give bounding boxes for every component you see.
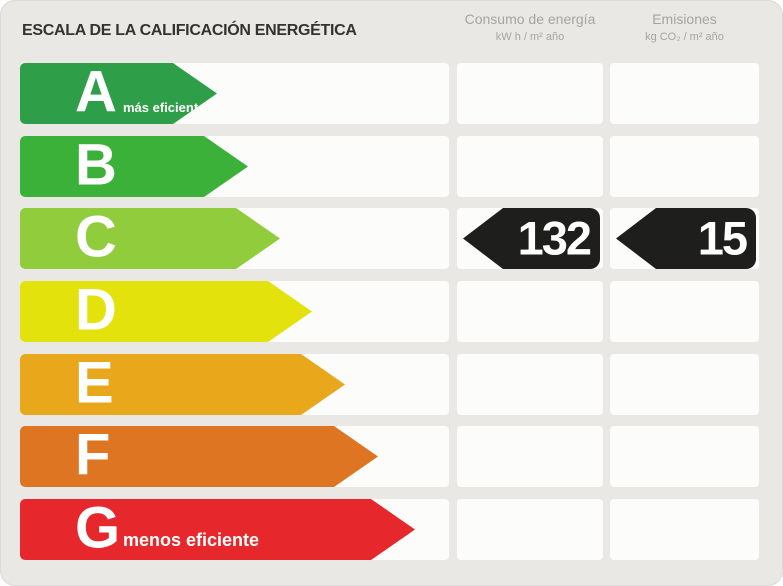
rating-letter-c: C — [75, 203, 117, 269]
rating-letter-a: A — [75, 58, 117, 124]
rating-arrow-b: B — [20, 136, 248, 197]
rating-letter-g: G — [75, 494, 121, 560]
rating-row-d: D — [20, 281, 759, 342]
rating-arrow-e: E — [20, 354, 345, 415]
emissions-cell — [610, 426, 759, 487]
rating-row-e: E — [20, 354, 759, 415]
rating-arrow-a: A más eficiente — [20, 63, 217, 124]
emissions-cell — [610, 136, 759, 197]
consumption-marker-left-arrow-icon: 132 — [463, 208, 600, 269]
consumption-header-label: Consumo de energía — [464, 11, 596, 27]
emissions-value: 15 — [697, 211, 748, 265]
least-efficient-note: menos eficiente — [123, 530, 260, 550]
rating-row-c: C 132 15 — [20, 208, 759, 269]
emissions-cell: 15 — [610, 208, 759, 269]
page-title: ESCALA DE LA CALIFICACIÓN ENERGÉTICA — [22, 22, 357, 39]
consumption-value: 132 — [517, 211, 592, 265]
emissions-column-header: Emisiones kg CO₂ / m² año — [610, 11, 759, 44]
rating-arrow-d: D — [20, 281, 312, 342]
consumption-cell — [457, 354, 603, 415]
consumption-cell — [457, 499, 603, 560]
rating-letter-b: B — [75, 131, 117, 197]
consumption-cell — [457, 63, 603, 124]
emissions-cell — [610, 499, 759, 560]
emissions-cell — [610, 63, 759, 124]
rating-letter-d: D — [75, 276, 117, 342]
emissions-header-label: Emisiones — [652, 11, 717, 27]
emissions-cell — [610, 281, 759, 342]
consumption-cell — [457, 136, 603, 197]
emissions-marker-left-arrow-icon: 15 — [616, 208, 756, 269]
rating-row-f: F — [20, 426, 759, 487]
rating-row-a: A más eficiente — [20, 63, 759, 124]
consumption-cell — [457, 426, 603, 487]
most-efficient-note: más eficiente — [123, 100, 206, 115]
rating-letter-f: F — [75, 421, 111, 487]
consumption-cell — [457, 281, 603, 342]
emissions-header-unit: kg CO₂ / m² año — [645, 30, 724, 43]
emissions-cell — [610, 354, 759, 415]
consumption-cell: 132 — [457, 208, 603, 269]
consumption-header-unit: kW h / m² año — [495, 30, 565, 43]
rating-arrow-g: G menos eficiente — [20, 499, 415, 560]
rating-row-b: B — [20, 136, 759, 197]
rating-row-g: G menos eficiente — [20, 499, 759, 560]
rating-arrow-f: F — [20, 426, 378, 487]
consumption-column-header: Consumo de energía kW h / m² año — [457, 11, 603, 44]
rating-letter-e: E — [75, 349, 114, 415]
rating-arrow-c: C — [20, 208, 280, 269]
